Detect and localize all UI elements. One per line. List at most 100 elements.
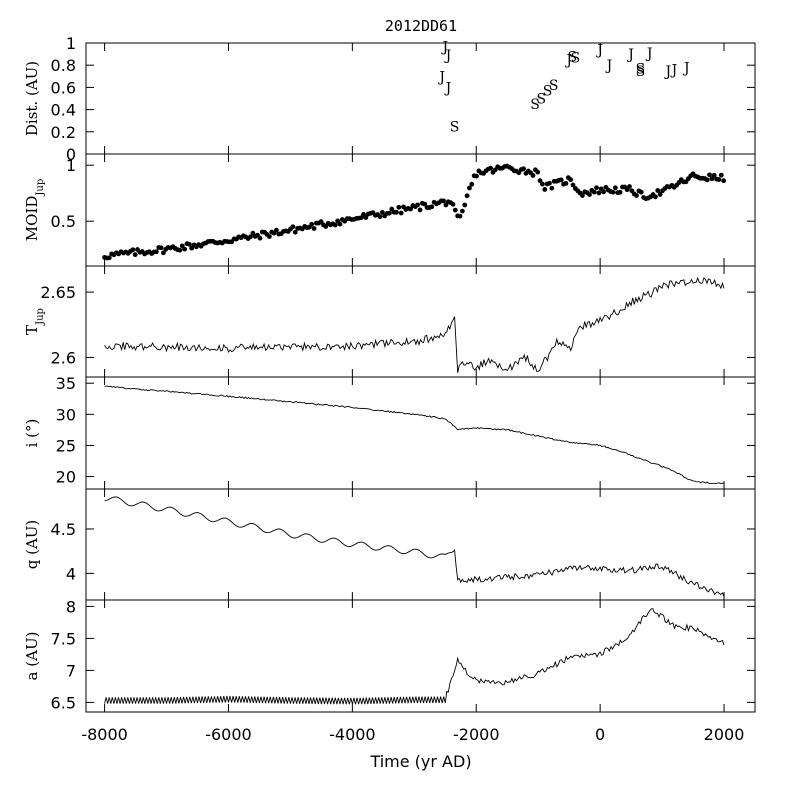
y-tick-label: 20: [56, 468, 76, 487]
moid-point: [716, 177, 722, 182]
y-tick-label: 25: [56, 436, 76, 455]
moid-point: [182, 246, 188, 252]
chart-title: 2012DD61: [385, 17, 457, 35]
y-axis-label: q (AU): [23, 520, 41, 570]
moid-point: [457, 213, 463, 219]
y-tick-label: 30: [56, 405, 76, 424]
encounter-marker: J: [595, 43, 603, 59]
moid-point: [186, 241, 192, 247]
moid-point: [292, 229, 298, 235]
panel-frame: [85, 376, 756, 490]
moid-point: [394, 209, 399, 215]
y-tick-label: 0.4: [51, 101, 76, 120]
moid-point: [549, 185, 555, 191]
encounter-marker: S: [543, 84, 553, 100]
moid-point: [707, 172, 712, 178]
panel-frame: [85, 488, 756, 601]
y-tick-label: 1: [66, 156, 76, 175]
encounter-marker: J: [663, 64, 671, 80]
moid-point: [441, 198, 446, 204]
moid-point: [462, 202, 468, 208]
moid-point: [459, 208, 465, 214]
x-tick-label: -2000: [453, 725, 500, 744]
y-tick-label: 2.6: [51, 348, 76, 367]
moid-point: [612, 185, 618, 191]
moid-point: [132, 252, 138, 258]
panel-tjup: 2.6 2.65 TJup: [23, 265, 756, 378]
moid-point: [580, 193, 585, 198]
y-axis-label: i (°): [23, 419, 41, 448]
encounter-marker: J: [444, 48, 452, 64]
moid-point: [266, 234, 272, 239]
encounter-marker: J: [437, 69, 445, 85]
y-axis-label: TJup: [23, 308, 46, 335]
encounter-marker: J: [440, 39, 448, 55]
moid-point: [153, 249, 159, 255]
moid-point: [379, 209, 385, 215]
y-tick-label: 0: [66, 145, 76, 164]
encounter-marker: S: [549, 78, 559, 94]
moid-point: [587, 192, 592, 197]
moid-point: [709, 176, 715, 182]
moid-point: [596, 190, 602, 196]
x-tick-label: -6000: [205, 725, 252, 744]
encounter-marker: S: [530, 97, 540, 113]
encounter-marker: J: [682, 60, 690, 76]
encounter-marker: J: [645, 46, 653, 62]
x-tick-label: -4000: [329, 725, 376, 744]
y-tick-label: 0.2: [51, 123, 76, 142]
moid-point: [130, 247, 136, 253]
moid-point: [540, 181, 545, 187]
moid-point: [521, 166, 526, 172]
y-tick-label: 35: [56, 374, 76, 393]
y-tick-label: 0.6: [51, 78, 76, 97]
y-tick-label: 2.65: [40, 283, 76, 302]
moid-point: [387, 210, 392, 216]
moid-point: [547, 180, 552, 186]
moid-point: [657, 192, 663, 197]
y-tick-label: 7: [66, 661, 76, 680]
y-tick-label: 8: [66, 597, 76, 616]
moid-point: [450, 201, 456, 207]
moid-point: [594, 185, 599, 191]
y-tick-label: 4.5: [51, 520, 76, 539]
moid-point: [337, 221, 343, 227]
moid-point: [474, 173, 479, 179]
y-axis-label: MOIDJup: [23, 179, 46, 241]
moid-point: [452, 207, 458, 213]
panel-frame: [85, 265, 756, 378]
y-tick-label: 0.8: [51, 56, 76, 75]
y-tick-label: 1: [66, 34, 76, 53]
x-tick-label: 0: [595, 725, 605, 744]
moid-point: [332, 222, 338, 228]
panel-frame: [85, 599, 756, 713]
moid-point: [634, 193, 639, 198]
moid-point: [591, 189, 597, 195]
moid-point: [257, 235, 263, 241]
x-tick-label: 2000: [704, 725, 745, 744]
encounter-marker: S: [536, 92, 546, 108]
encounter-marker: J: [605, 58, 613, 74]
moid-point: [429, 204, 435, 210]
panel-a: 6.5 7 7.5 8 a (AU) -8000 -6000 -4000 -2000 0 2000: [23, 597, 756, 744]
moid-point: [158, 245, 164, 251]
moid-point: [721, 178, 727, 184]
y-tick-label: 6.5: [51, 693, 76, 712]
y-tick-label: 0.5: [51, 212, 76, 231]
moid-point: [627, 184, 632, 189]
encounter-marker: J: [564, 53, 572, 69]
series-line-q: [104, 496, 725, 597]
panel-frame: [85, 42, 756, 155]
moid-point: [617, 189, 623, 195]
series-line-a: [104, 608, 725, 705]
y-axis-label: Dist. (AU): [23, 61, 41, 136]
moid-point: [290, 224, 296, 230]
moid-point: [542, 187, 548, 192]
moid-point: [274, 227, 279, 233]
moid-point: [177, 247, 183, 253]
y-tick-label: 4: [66, 564, 76, 583]
panel-q: 4 4.5 q (AU): [23, 488, 756, 601]
encounter-marker: J: [670, 63, 678, 79]
